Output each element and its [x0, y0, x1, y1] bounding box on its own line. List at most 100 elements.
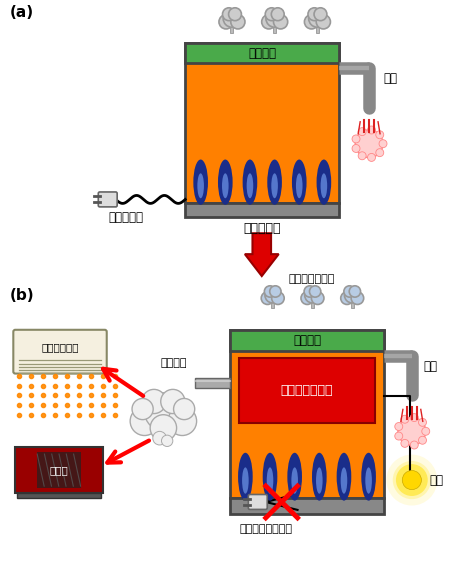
Circle shape: [130, 407, 159, 435]
Circle shape: [401, 415, 409, 423]
Circle shape: [422, 427, 430, 435]
Circle shape: [266, 10, 284, 28]
Ellipse shape: [361, 453, 376, 501]
Bar: [230, 330, 384, 499]
Ellipse shape: [365, 468, 372, 494]
Bar: [230, 25, 234, 33]
Bar: [273, 25, 276, 33]
Circle shape: [142, 390, 166, 414]
Text: (b): (b): [9, 288, 34, 303]
Circle shape: [344, 288, 360, 303]
Ellipse shape: [238, 453, 253, 501]
Text: 熱交換器: 熱交換器: [248, 46, 276, 60]
Ellipse shape: [337, 453, 351, 501]
Text: 過熱蒸気: 過熱蒸気: [160, 358, 187, 368]
FancyBboxPatch shape: [14, 330, 107, 374]
Circle shape: [410, 414, 418, 422]
Bar: [17, 493, 101, 497]
Ellipse shape: [316, 159, 331, 205]
Circle shape: [265, 288, 280, 303]
Bar: [230, 499, 384, 514]
Circle shape: [395, 432, 403, 440]
Circle shape: [352, 144, 360, 152]
Circle shape: [410, 441, 418, 449]
Ellipse shape: [320, 173, 327, 198]
Circle shape: [222, 8, 235, 21]
Circle shape: [231, 15, 245, 29]
Circle shape: [379, 140, 387, 148]
Circle shape: [301, 292, 314, 304]
Circle shape: [274, 15, 288, 29]
Ellipse shape: [222, 173, 229, 198]
Circle shape: [398, 417, 426, 445]
Text: ミストサウナ: ミストサウナ: [41, 342, 79, 352]
Ellipse shape: [243, 159, 257, 205]
Circle shape: [341, 292, 353, 304]
Circle shape: [310, 286, 321, 297]
Text: コンセント要らず: コンセント要らず: [239, 524, 292, 534]
Text: 発電: 発電: [430, 473, 444, 486]
Circle shape: [401, 439, 409, 448]
Circle shape: [308, 8, 321, 21]
Circle shape: [304, 286, 315, 297]
Ellipse shape: [316, 468, 323, 494]
Circle shape: [358, 128, 366, 136]
Circle shape: [150, 415, 176, 441]
Circle shape: [349, 286, 360, 297]
Text: 熱電モジュール: 熱電モジュール: [281, 384, 333, 397]
Ellipse shape: [288, 453, 302, 501]
Ellipse shape: [218, 159, 233, 205]
Text: お湯: お湯: [383, 72, 397, 85]
Ellipse shape: [263, 453, 277, 501]
Ellipse shape: [198, 173, 204, 198]
Circle shape: [376, 148, 384, 156]
Circle shape: [376, 131, 384, 139]
Circle shape: [229, 8, 241, 21]
Circle shape: [402, 470, 421, 489]
Circle shape: [344, 286, 355, 297]
Circle shape: [262, 15, 276, 29]
Circle shape: [264, 286, 276, 297]
Text: お湯: お湯: [424, 360, 438, 372]
Bar: [316, 25, 319, 33]
Bar: [185, 43, 339, 63]
Circle shape: [314, 8, 327, 21]
Circle shape: [311, 292, 324, 304]
Circle shape: [270, 286, 281, 297]
Ellipse shape: [247, 173, 253, 198]
Circle shape: [395, 422, 403, 430]
Text: 熱交換器: 熱交換器: [293, 334, 321, 347]
Ellipse shape: [271, 173, 278, 198]
Ellipse shape: [341, 468, 347, 494]
Bar: [37, 452, 81, 488]
Circle shape: [355, 129, 383, 158]
Bar: [15, 447, 103, 493]
Text: (a): (a): [9, 5, 33, 20]
FancyBboxPatch shape: [98, 192, 117, 207]
Circle shape: [368, 154, 375, 162]
Ellipse shape: [267, 468, 273, 494]
Circle shape: [418, 418, 427, 426]
Text: 無害な排気ガス: 無害な排気ガス: [288, 274, 335, 284]
Circle shape: [358, 152, 366, 160]
Circle shape: [168, 407, 197, 435]
Circle shape: [393, 461, 431, 499]
Circle shape: [305, 288, 320, 303]
Circle shape: [396, 464, 428, 496]
Circle shape: [153, 431, 166, 445]
Circle shape: [223, 10, 241, 28]
Circle shape: [132, 398, 153, 419]
Circle shape: [272, 292, 284, 304]
Bar: [271, 300, 274, 308]
Ellipse shape: [292, 159, 306, 205]
Circle shape: [352, 135, 360, 143]
Circle shape: [387, 454, 437, 505]
Circle shape: [219, 15, 233, 29]
Circle shape: [265, 8, 278, 21]
Circle shape: [351, 292, 364, 304]
Bar: [351, 300, 354, 308]
Circle shape: [418, 436, 427, 444]
Text: ガス給湯器: ガス給湯器: [243, 222, 281, 236]
Bar: [239, 358, 375, 423]
Text: 調理器: 調理器: [50, 465, 68, 475]
